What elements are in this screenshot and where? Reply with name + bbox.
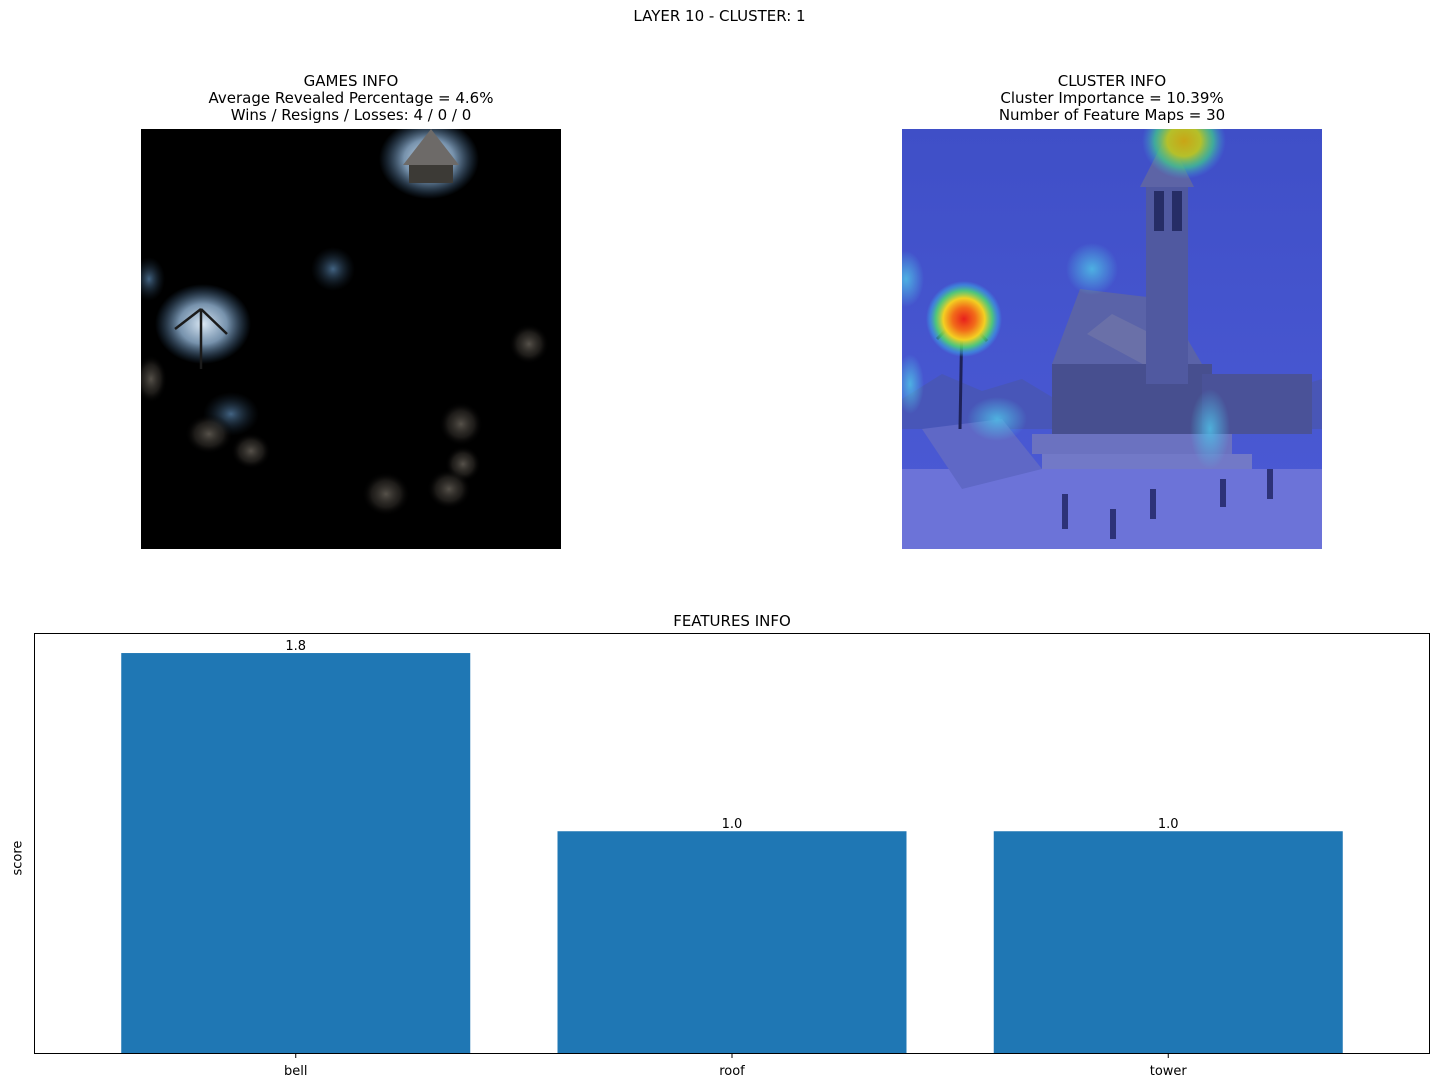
bar-value-label: 1.8 bbox=[285, 639, 306, 654]
heat-spot bbox=[1190, 389, 1230, 469]
revealed-lamp-fragment bbox=[174, 308, 228, 369]
bar-value-label: 1.0 bbox=[722, 817, 743, 832]
revealed-roof-fragment bbox=[403, 129, 459, 165]
chart-axes-frame bbox=[34, 633, 1430, 1054]
games-info-wins-resigns-losses: Wins / Resigns / Losses: 4 / 0 / 0 bbox=[230, 106, 472, 124]
games-info-title-block: GAMES INFO Average Revealed Percentage =… bbox=[141, 73, 561, 124]
revealed-spot bbox=[439, 402, 483, 446]
revealed-spot bbox=[427, 469, 471, 509]
heat-spot bbox=[1142, 129, 1226, 179]
revealed-wall-fragment bbox=[409, 165, 453, 183]
revealed-spot bbox=[362, 472, 410, 516]
heat-spot bbox=[902, 251, 924, 307]
tower-window bbox=[1172, 191, 1182, 231]
tower-window bbox=[1154, 191, 1164, 231]
revealed-spot bbox=[509, 324, 549, 364]
games-info-revealed-percentage: Average Revealed Percentage = 4.6% bbox=[208, 89, 494, 107]
plaza-step bbox=[1032, 434, 1232, 454]
heat-spot bbox=[902, 354, 924, 414]
revealed-spot bbox=[141, 355, 167, 403]
bar-bell bbox=[121, 653, 471, 1054]
bar-roof bbox=[557, 831, 907, 1054]
heat-spot bbox=[967, 397, 1027, 441]
cluster-info-feature-maps: Number of Feature Maps = 30 bbox=[998, 106, 1226, 124]
x-tick-label: bell bbox=[284, 1064, 307, 1079]
revealed-spot bbox=[155, 284, 251, 364]
heat-spot bbox=[926, 281, 1002, 357]
heat-spot bbox=[1066, 243, 1118, 295]
bar-value-label: 1.0 bbox=[1158, 817, 1179, 832]
revealed-image-svg bbox=[141, 129, 561, 549]
bar-tower bbox=[993, 831, 1343, 1054]
bollards bbox=[1062, 469, 1273, 539]
cluster-heatmap-svg bbox=[902, 129, 1322, 549]
cluster-heatmap-image bbox=[902, 129, 1322, 549]
x-tick-label: tower bbox=[1150, 1064, 1188, 1079]
cluster-info-title: CLUSTER INFO bbox=[1057, 72, 1167, 90]
figure-suptitle: LAYER 10 - CLUSTER: 1 bbox=[633, 7, 806, 25]
revealed-spot bbox=[141, 257, 165, 301]
revealed-spot bbox=[185, 414, 233, 454]
revealed-spot bbox=[231, 433, 271, 469]
features-chart-title: FEATURES INFO bbox=[673, 612, 791, 630]
revealed-image bbox=[141, 129, 561, 549]
cluster-info-importance: Cluster Importance = 10.39% bbox=[1000, 89, 1224, 107]
x-tick-label: roof bbox=[719, 1064, 745, 1079]
revealed-spot bbox=[311, 247, 355, 291]
games-info-title: GAMES INFO bbox=[303, 72, 399, 90]
cluster-info-title-block: CLUSTER INFO Cluster Importance = 10.39%… bbox=[902, 73, 1322, 124]
